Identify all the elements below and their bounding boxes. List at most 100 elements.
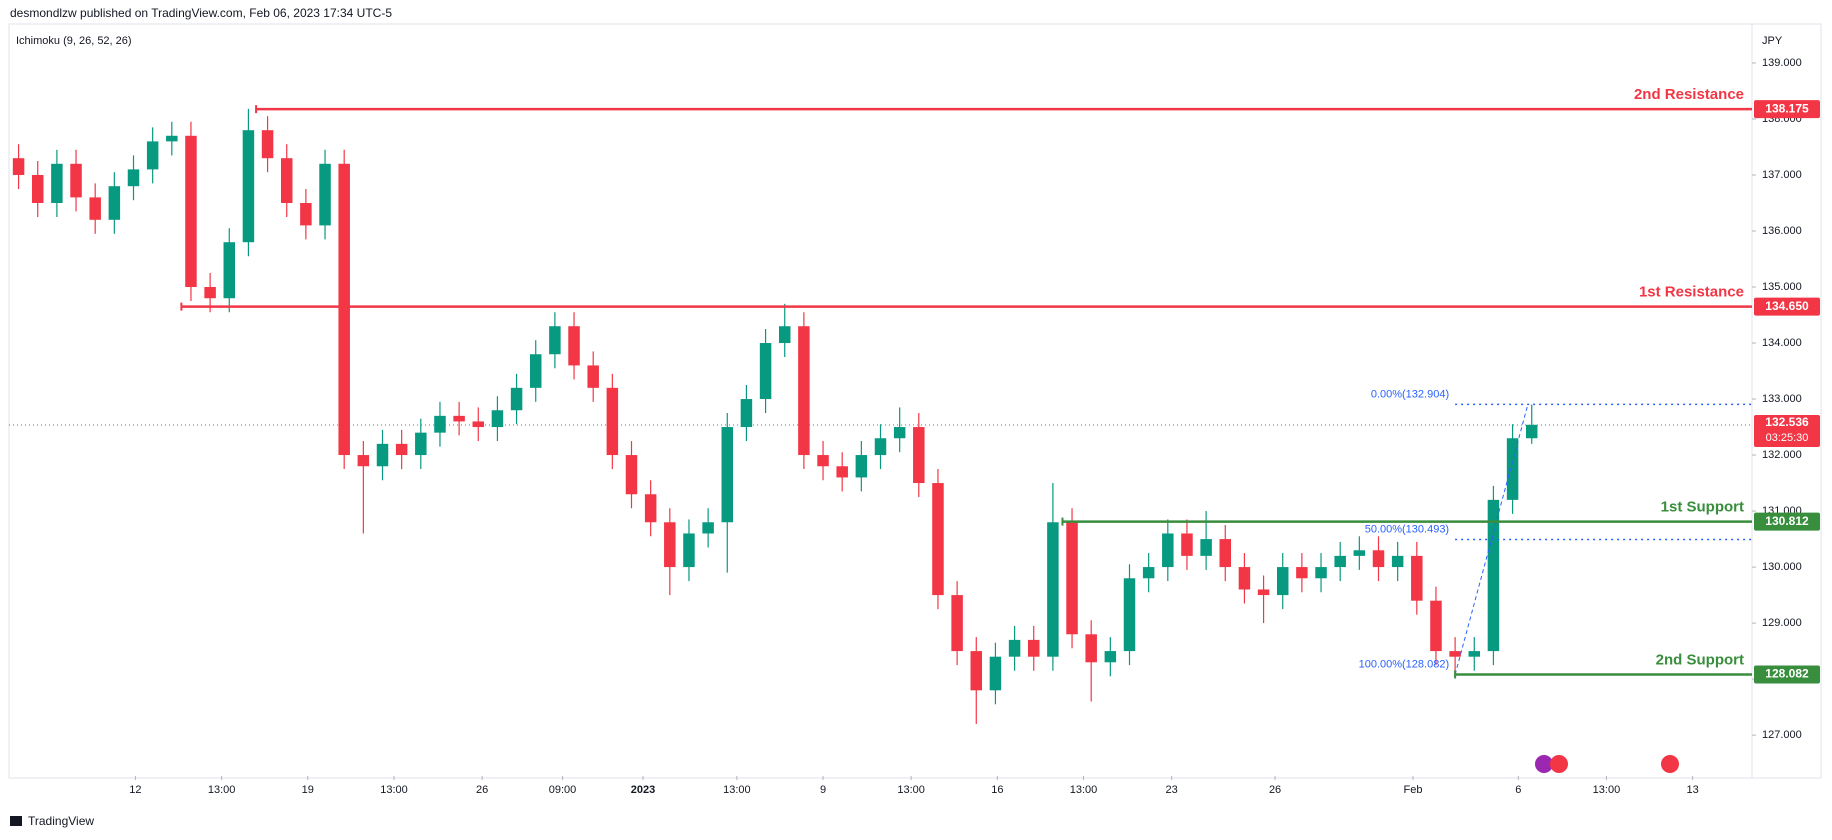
last-price-box <box>1754 415 1820 448</box>
candle-body <box>932 483 944 596</box>
candle-body <box>721 427 734 523</box>
x-tick-label: 13:00 <box>723 784 751 796</box>
candle-body <box>1353 550 1366 556</box>
y-tick-label: 129.000 <box>1762 617 1802 629</box>
plot: 127.000128.000129.000130.000131.000132.0… <box>9 57 1820 796</box>
candle-body <box>453 415 465 422</box>
byline: desmondlzw published on TradingView.com,… <box>10 6 392 20</box>
candle-body <box>568 326 580 366</box>
candle-body <box>510 387 523 411</box>
fib-label: 50.00%(130.493) <box>1365 523 1449 535</box>
candle-body <box>989 656 1002 691</box>
y-tick-label: 132.000 <box>1762 449 1802 461</box>
y-tick-label: 134.000 <box>1762 337 1802 349</box>
candle-body <box>836 466 848 478</box>
level-name: 1st Resistance <box>1639 284 1744 301</box>
candle-body <box>1296 567 1308 579</box>
y-tick-label: 137.000 <box>1762 169 1802 181</box>
candle-body <box>874 438 887 456</box>
x-tick-label: 26 <box>476 784 488 796</box>
x-tick-label: 13:00 <box>897 784 925 796</box>
level-price-box <box>1754 297 1820 316</box>
level-price-label: 128.082 <box>1765 667 1809 681</box>
candle-body <box>529 354 542 388</box>
candle-body <box>319 163 331 226</box>
brand-name: TradingView <box>28 814 94 828</box>
candle-body <box>1123 578 1136 652</box>
candle-body <box>127 169 140 187</box>
candle-body <box>1391 555 1404 568</box>
candle-body <box>146 141 159 170</box>
candle-body <box>89 197 101 220</box>
x-tick-label: Feb <box>1403 784 1422 796</box>
candle-body <box>664 522 676 568</box>
candle-body <box>1104 651 1117 663</box>
candle-body <box>1085 634 1097 663</box>
x-tick-label: 13:00 <box>380 784 408 796</box>
y-tick-label: 130.000 <box>1762 561 1802 573</box>
candle-body <box>702 522 714 534</box>
x-tick-label: 9 <box>820 784 826 796</box>
candle-body <box>434 415 446 433</box>
x-tick-label: 19 <box>302 784 314 796</box>
candle-body <box>1468 651 1481 657</box>
candle-body <box>1411 555 1423 601</box>
candle-body <box>606 387 619 456</box>
candle-body <box>376 443 389 467</box>
candle-body <box>913 427 925 484</box>
candle-body <box>817 455 829 467</box>
x-tick-label: 13 <box>1686 784 1698 796</box>
candle-body <box>491 410 504 428</box>
fib-label: 100.00%(128.082) <box>1359 658 1450 670</box>
brand-logo <box>10 816 22 826</box>
candle-body <box>1200 539 1212 556</box>
candle-body <box>1487 499 1500 652</box>
brand: TradingView <box>10 814 94 828</box>
level-name: 2nd Support <box>1656 651 1744 668</box>
level-price-box <box>1754 665 1820 684</box>
candle-body <box>204 287 216 299</box>
countdown-label: 03:25:30 <box>1766 432 1809 444</box>
level-name: 2nd Resistance <box>1634 86 1744 103</box>
chart-frame <box>8 23 1822 779</box>
candle-body <box>472 421 485 428</box>
candle-body <box>338 163 350 456</box>
candle-body <box>1506 438 1519 500</box>
candle-body <box>1315 567 1327 579</box>
currency-label: JPY <box>1762 35 1783 47</box>
candle-body <box>1430 600 1442 652</box>
candle-body <box>1449 651 1461 657</box>
x-tick-label: 16 <box>991 784 1003 796</box>
candle-body <box>261 130 274 159</box>
candle-body <box>1257 589 1270 596</box>
x-tick-label: 13:00 <box>1070 784 1098 796</box>
candle-body <box>12 158 25 175</box>
candle-body <box>855 455 868 478</box>
candle-body <box>740 399 753 428</box>
candle-body <box>300 202 312 226</box>
x-tick-label: 23 <box>1166 784 1178 796</box>
candle-body <box>357 455 370 467</box>
y-tick-label: 136.000 <box>1762 225 1802 237</box>
candle-body <box>970 651 983 691</box>
x-tick-label: 12 <box>129 784 141 796</box>
candle-body <box>1047 522 1059 657</box>
last-price-label: 132.536 <box>1765 415 1809 429</box>
candle-body <box>51 163 63 203</box>
fib-trend <box>1454 404 1529 675</box>
y-tick-label: 133.000 <box>1762 393 1802 405</box>
level-name: 1st Support <box>1661 499 1744 516</box>
level-price-box <box>1754 100 1820 119</box>
candle-body <box>108 186 121 220</box>
indicator-label: Ichimoku (9, 26, 52, 26) <box>16 35 132 47</box>
candle-body <box>778 326 791 344</box>
candle-body <box>951 595 963 652</box>
x-tick-label: 09:00 <box>549 784 577 796</box>
candle-body <box>1372 550 1385 568</box>
x-tick-label: 13:00 <box>208 784 236 796</box>
candle-body <box>1027 639 1040 657</box>
event-icon <box>1661 755 1679 773</box>
candle-body <box>185 135 197 288</box>
x-tick-label: 13:00 <box>1593 784 1621 796</box>
